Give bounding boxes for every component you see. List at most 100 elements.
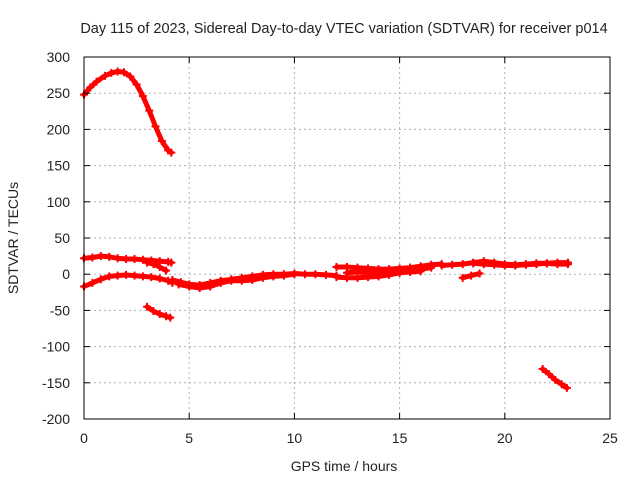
y-tick-labels: -200 -150 -100 -50 0 50 100 150 200 250 300	[42, 49, 70, 427]
data-point	[96, 275, 105, 284]
data-point	[101, 71, 110, 80]
data-point	[167, 148, 176, 157]
data-point	[174, 280, 183, 289]
data-point	[437, 261, 446, 270]
y-tick-label: 300	[47, 49, 71, 65]
data-point	[475, 269, 484, 278]
data-point	[321, 270, 330, 279]
x-tick-label: 20	[497, 430, 513, 446]
y-tick-label: -100	[42, 339, 70, 355]
data-point	[105, 272, 114, 281]
data-point	[151, 122, 160, 131]
series-arc-10	[343, 267, 425, 278]
data-point	[132, 80, 141, 89]
series-band	[470, 260, 571, 268]
series-arc-1	[80, 67, 176, 157]
data-point	[458, 260, 467, 269]
data-point	[162, 312, 171, 321]
data-point	[279, 271, 288, 280]
data-point	[511, 261, 520, 270]
data-point	[542, 259, 551, 268]
data-point	[500, 261, 509, 270]
data-point	[458, 273, 467, 282]
data-point	[138, 92, 147, 101]
y-tick-label: -200	[42, 411, 70, 427]
data-point	[544, 370, 553, 379]
y-tick-label: 0	[62, 266, 70, 282]
data-point	[147, 273, 156, 282]
data-point	[237, 276, 246, 285]
data-point	[490, 260, 499, 269]
data-point	[105, 252, 114, 261]
data-point	[113, 254, 122, 263]
data-point	[122, 254, 131, 263]
data-point	[521, 260, 530, 269]
y-tick-label: 150	[47, 158, 71, 174]
data-point	[300, 270, 309, 279]
data-point	[311, 270, 320, 279]
data-point	[143, 258, 152, 267]
y-tick-label: -150	[42, 375, 70, 391]
data-point	[143, 302, 152, 311]
data-point	[166, 313, 175, 322]
y-tick-label: -50	[50, 302, 70, 318]
plot-frame	[83, 56, 611, 420]
data-point	[538, 365, 547, 374]
data-point	[195, 283, 204, 292]
data-point	[155, 310, 164, 319]
data-point	[469, 259, 478, 268]
data-point	[113, 271, 122, 280]
data-point	[258, 273, 267, 282]
data-point	[479, 260, 488, 269]
data-point	[185, 282, 194, 291]
data-point	[553, 258, 562, 267]
data-point	[126, 72, 135, 81]
x-tick-label: 0	[80, 430, 88, 446]
x-tick-label: 25	[602, 430, 618, 446]
data-point	[157, 136, 166, 145]
data-point	[353, 268, 362, 277]
x-tick-label: 5	[185, 430, 193, 446]
data-point	[557, 380, 566, 389]
data-point	[332, 262, 341, 271]
data-point	[448, 260, 457, 269]
chart-title: Day 115 of 2023, Sidereal Day-to-day VTE…	[80, 21, 607, 37]
data-point	[96, 252, 105, 261]
series-arc-2	[80, 252, 176, 267]
data-point	[119, 68, 128, 77]
data-point	[122, 270, 131, 279]
data-point	[216, 278, 225, 287]
series-arc-12	[469, 258, 572, 270]
grid	[84, 57, 610, 419]
data-point	[395, 268, 404, 277]
data-point	[343, 268, 351, 277]
data-point	[155, 274, 164, 283]
data-point	[149, 307, 158, 316]
data-point	[162, 266, 171, 275]
x-tick-label: 10	[287, 430, 303, 446]
data-point	[374, 269, 383, 278]
data-point	[416, 267, 425, 276]
data-point	[385, 269, 394, 278]
series-arc-4	[80, 270, 177, 291]
data-point	[406, 268, 415, 277]
y-tick-label: 250	[47, 85, 71, 101]
y-tick-label: 200	[47, 121, 71, 137]
data-point	[290, 270, 299, 279]
data-point	[467, 271, 476, 280]
data-point	[427, 260, 436, 269]
x-tick-labels: 0 5 10 15 20 25	[80, 430, 618, 446]
data-point	[248, 275, 257, 284]
data-point	[332, 273, 341, 282]
series-arc-13	[458, 269, 484, 282]
data-point	[551, 375, 560, 384]
series-arc-3	[143, 258, 171, 275]
data-point	[532, 260, 541, 269]
y-tick-label: 50	[54, 230, 70, 246]
data-point	[206, 282, 215, 291]
data-point	[138, 255, 147, 264]
y-tick-label: 100	[47, 194, 71, 210]
data-point	[130, 271, 139, 280]
data-point	[227, 276, 236, 285]
